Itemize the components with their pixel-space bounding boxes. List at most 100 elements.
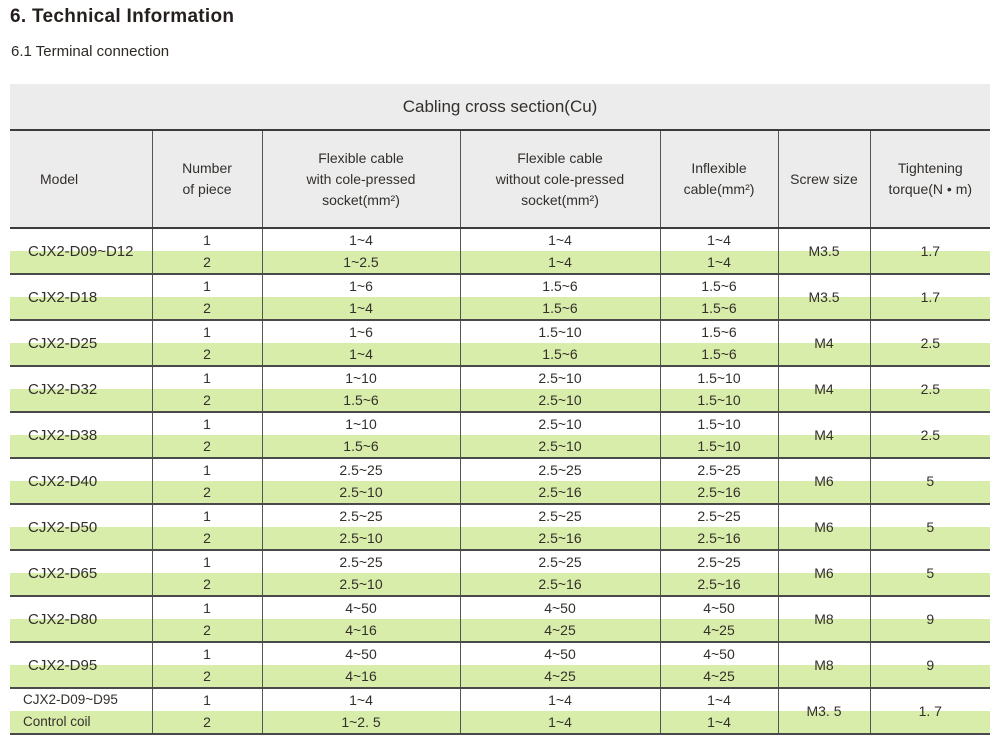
piece-cell: 2 (152, 481, 263, 505)
table-row: 2 2.5~10 2.5~16 2.5~16 (10, 527, 990, 551)
piece-cell: 1 (152, 550, 263, 573)
piece-cell: 2 (152, 297, 263, 321)
column-header-flexible-without-socket: Flexible cable without cole-pressed sock… (460, 130, 661, 229)
model-cell: CJX2-D40 (10, 458, 153, 505)
value-cell: 1.5~6 (262, 389, 461, 413)
value-cell: 2.5~25 (262, 550, 461, 573)
value-cell: 1.5~6 (660, 343, 779, 367)
piece-cell: 2 (152, 665, 263, 689)
table-row: CJX2-D95 1 4~50 4~50 4~50 M8 9 (10, 642, 991, 689)
value-cell: 2.5~16 (660, 573, 779, 597)
table-row: 2 2.5~10 2.5~16 2.5~16 (10, 481, 990, 505)
table-title: Cabling cross section(Cu) (10, 84, 991, 131)
screw-size-cell: M8 (778, 642, 871, 689)
value-cell: 1.5~10 (660, 435, 779, 459)
value-cell: 1~4 (262, 343, 461, 367)
value-cell: 1.5~6 (460, 343, 661, 367)
value-cell: 1~4 (660, 711, 779, 735)
torque-cell: 2.5 (870, 412, 991, 459)
value-cell: 1~4 (460, 711, 661, 735)
model-cell: CJX2-D25 (10, 320, 153, 367)
value-cell: 1.5~10 (460, 320, 661, 343)
piece-cell: 2 (152, 573, 263, 597)
value-cell: 2.5~25 (460, 550, 661, 573)
value-cell: 4~50 (460, 642, 661, 665)
page-subheading: 6.1 Terminal connection (11, 43, 170, 60)
value-cell: 2.5~16 (660, 527, 779, 551)
model-cell: CJX2-D80 (10, 596, 153, 643)
table-row: 2 1~2.5 1~4 1~4 (10, 251, 990, 275)
piece-cell: 2 (152, 343, 263, 367)
value-cell: 4~16 (262, 665, 461, 689)
piece-cell: 1 (152, 688, 263, 711)
value-cell: 1~6 (262, 320, 461, 343)
screw-size-cell: M6 (778, 504, 871, 551)
value-cell: 1.5~6 (460, 274, 661, 297)
column-header-tightening-torque: Tightening torque(N • m) (870, 130, 991, 229)
value-cell: 1~2.5 (262, 251, 461, 275)
terminal-connection-table: Cabling cross section(Cu) Model Number o… (10, 84, 991, 735)
piece-cell: 1 (152, 596, 263, 619)
value-cell: 2.5~10 (262, 527, 461, 551)
value-cell: 2.5~10 (460, 412, 661, 435)
table-row: CJX2-D38 1 1~10 2.5~10 1.5~10 M4 2.5 (10, 412, 991, 459)
value-cell: 1~4 (660, 228, 779, 251)
value-cell: 4~50 (262, 596, 461, 619)
model-cell: CJX2-D95 (10, 642, 153, 689)
value-cell: 2.5~25 (660, 504, 779, 527)
model-cell: CJX2-D50 (10, 504, 153, 551)
screw-size-cell: M4 (778, 412, 871, 459)
value-cell: 1.5~10 (660, 412, 779, 435)
torque-cell: 9 (870, 642, 991, 689)
value-cell: 1~6 (262, 274, 461, 297)
value-cell: 2.5~25 (460, 504, 661, 527)
torque-cell: 5 (870, 504, 991, 551)
value-cell: 4~25 (460, 665, 661, 689)
screw-size-cell: M4 (778, 320, 871, 367)
value-cell: 2.5~25 (460, 458, 661, 481)
table-row: 2 1~4 1.5~6 1.5~6 (10, 297, 990, 321)
screw-size-cell: M4 (778, 366, 871, 413)
table-row: 2 4~16 4~25 4~25 (10, 665, 990, 689)
value-cell: 1~4 (660, 688, 779, 711)
value-cell: 4~25 (660, 619, 779, 643)
page-heading: 6. Technical Information (10, 6, 235, 27)
value-cell: 1.5~10 (660, 389, 779, 413)
table-row: CJX2-D40 1 2.5~25 2.5~25 2.5~25 M6 5 (10, 458, 991, 505)
model-cell: CJX2-D18 (10, 274, 153, 321)
value-cell: 4~50 (262, 642, 461, 665)
value-cell: 1.5~6 (660, 297, 779, 321)
piece-cell: 1 (152, 274, 263, 297)
screw-size-cell: M8 (778, 596, 871, 643)
value-cell: 2.5~10 (262, 481, 461, 505)
model-cell: CJX2-D09~D95 Control coil (10, 688, 153, 735)
piece-cell: 1 (152, 412, 263, 435)
torque-cell: 2.5 (870, 366, 991, 413)
value-cell: 1~4 (262, 228, 461, 251)
value-cell: 2.5~16 (660, 481, 779, 505)
value-cell: 4~50 (460, 596, 661, 619)
value-cell: 2.5~16 (460, 573, 661, 597)
value-cell: 4~25 (660, 665, 779, 689)
piece-cell: 2 (152, 527, 263, 551)
model-cell: CJX2-D32 (10, 366, 153, 413)
piece-cell: 2 (152, 251, 263, 275)
table-row: CJX2-D25 1 1~6 1.5~10 1.5~6 M4 2.5 (10, 320, 991, 367)
table-row: CJX2-D32 1 1~10 2.5~10 1.5~10 M4 2.5 (10, 366, 991, 413)
value-cell: 1~10 (262, 412, 461, 435)
screw-size-cell: M6 (778, 550, 871, 597)
table-row: 2 2.5~10 2.5~16 2.5~16 (10, 573, 990, 597)
torque-cell: 2.5 (870, 320, 991, 367)
table-row: 2 1.5~6 2.5~10 1.5~10 (10, 389, 990, 413)
piece-cell: 1 (152, 504, 263, 527)
torque-cell: 1. 7 (870, 688, 991, 735)
value-cell: 2.5~25 (262, 458, 461, 481)
value-cell: 1.5~6 (660, 320, 779, 343)
torque-cell: 5 (870, 458, 991, 505)
piece-cell: 1 (152, 458, 263, 481)
piece-cell: 1 (152, 228, 263, 251)
value-cell: 4~16 (262, 619, 461, 643)
value-cell: 1~10 (262, 366, 461, 389)
value-cell: 4~25 (460, 619, 661, 643)
torque-cell: 5 (870, 550, 991, 597)
